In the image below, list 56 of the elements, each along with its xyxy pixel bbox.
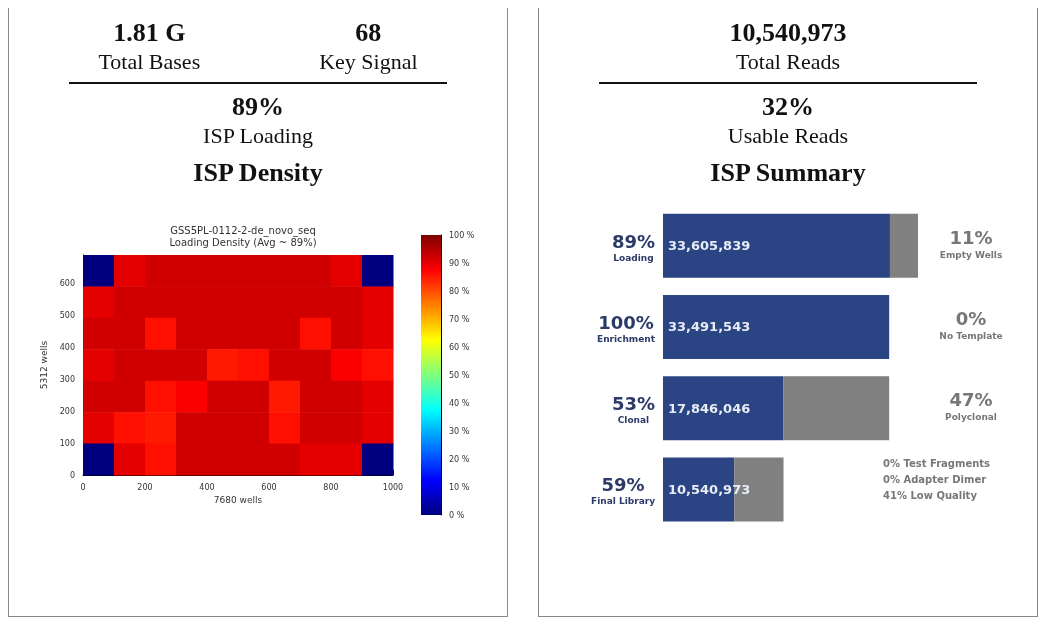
color-bar-label: 100 % bbox=[449, 230, 475, 240]
color-bar-label: 70 % bbox=[449, 314, 470, 324]
y-tick-label: 600 bbox=[59, 279, 75, 289]
text: Total Bases bbox=[98, 48, 201, 76]
text: 11% Empty Wells bbox=[939, 226, 1003, 260]
x-tick-label: 200 bbox=[137, 482, 153, 492]
y-tick-label: 53% Clonal bbox=[611, 393, 655, 426]
x-tick-label: 400 bbox=[199, 482, 215, 492]
bar bbox=[889, 213, 918, 278]
data-label: 33,491,543 bbox=[668, 319, 751, 335]
bar bbox=[783, 376, 890, 441]
text: 68 bbox=[354, 18, 383, 48]
y-tick-label: 89% Loading bbox=[611, 230, 655, 263]
x-tick-label: 1000 bbox=[382, 482, 404, 492]
color-bar-label: 20 % bbox=[449, 454, 470, 464]
text: Key Signal bbox=[319, 48, 418, 76]
color-bar-label: 50 % bbox=[449, 370, 470, 380]
x-axis-title: 7680 wells bbox=[213, 495, 263, 506]
y-tick-label: 500 bbox=[59, 311, 75, 321]
annotation: 0% Test Fragments 0% Adapter Dimer 41% Low Quality bbox=[883, 457, 991, 501]
color-bar-label: 30 % bbox=[449, 426, 470, 436]
y-tick-label: 200 bbox=[59, 406, 75, 416]
text: 32% bbox=[761, 92, 815, 122]
color-bar-label: 80 % bbox=[449, 286, 470, 296]
text: ISP Loading bbox=[202, 122, 314, 150]
chart-title: ISP Summary bbox=[710, 157, 866, 187]
color-bar-label: 0 % bbox=[449, 510, 465, 520]
text: 47% Polyclonal bbox=[945, 389, 997, 423]
data-label: 33,605,839 bbox=[668, 238, 751, 254]
color-bar-label: 10 % bbox=[449, 482, 470, 492]
y-tick-label: 100 bbox=[59, 438, 75, 448]
color-bar-label: 60 % bbox=[449, 342, 470, 352]
text: Usable Reads bbox=[726, 122, 850, 150]
y-tick-label: 0 bbox=[69, 470, 75, 480]
y-tick-label: 100% Enrichment bbox=[596, 311, 656, 344]
x-tick-label: 800 bbox=[323, 482, 339, 492]
x-tick-label: 0 bbox=[80, 482, 86, 492]
text: 1.81 G bbox=[112, 18, 187, 48]
y-tick-label: 400 bbox=[59, 342, 75, 352]
color-bar-label: 90 % bbox=[449, 258, 470, 268]
y-tick-label: 59% Final Library bbox=[590, 474, 656, 507]
chart-subtitle: GSS5PL-0112-2-de_novo_seq Loading Density (Avg ~ 89%) bbox=[169, 224, 317, 248]
bar bbox=[663, 213, 890, 278]
data-label: 10,540,973 bbox=[668, 481, 751, 497]
bar bbox=[663, 376, 784, 441]
text: 10,540,973 bbox=[729, 18, 847, 48]
bar bbox=[663, 294, 890, 359]
text: 0% No Template bbox=[939, 307, 1003, 341]
data-label: 17,846,046 bbox=[668, 400, 751, 416]
chart-title: ISP Density bbox=[193, 157, 323, 187]
color-bar-label: 40 % bbox=[449, 398, 470, 408]
x-tick-label: 600 bbox=[261, 482, 277, 492]
text: Total Reads bbox=[734, 48, 842, 76]
text: 89% bbox=[231, 92, 285, 122]
y-tick-label: 300 bbox=[59, 374, 75, 384]
y-axis-title: 5312 wells bbox=[39, 340, 50, 390]
